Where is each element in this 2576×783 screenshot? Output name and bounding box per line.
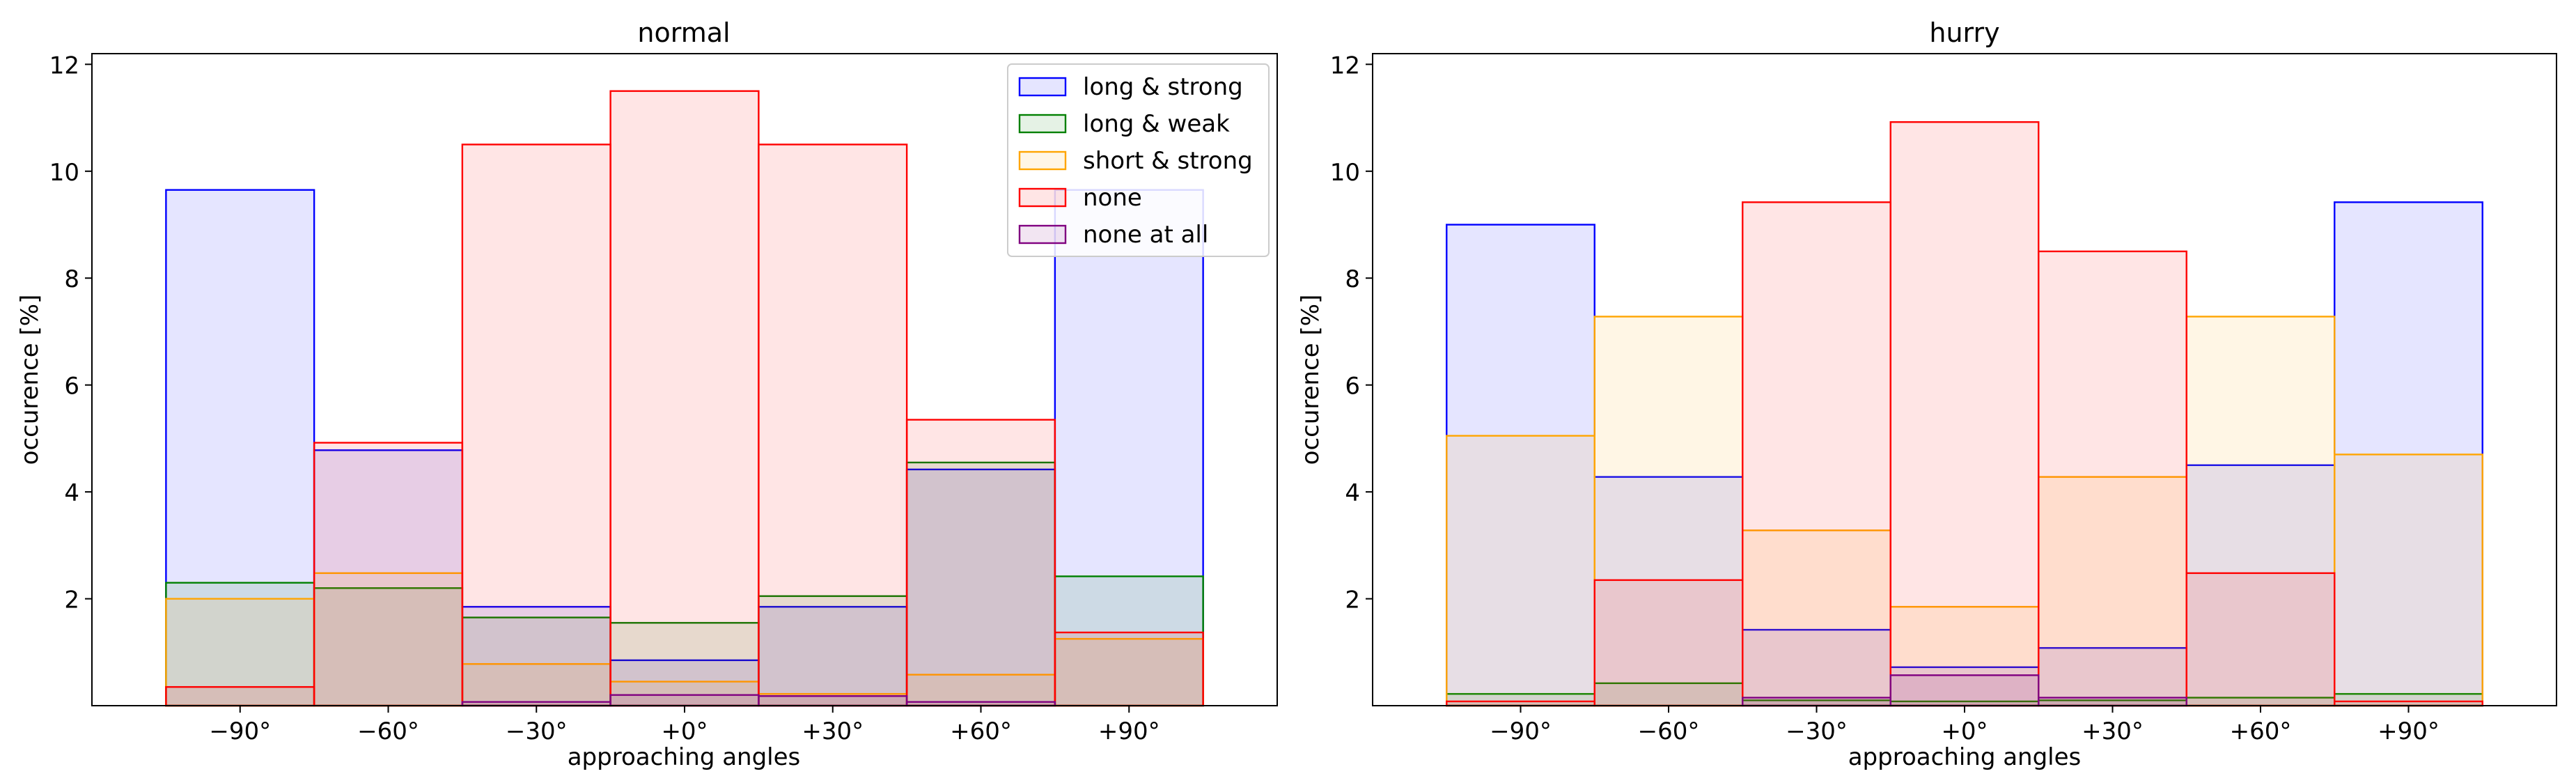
y-tick-label: 12 bbox=[1330, 52, 1360, 79]
x-tick-label: −90° bbox=[209, 718, 271, 745]
legend-label: none at all bbox=[1083, 221, 1208, 249]
x-tick-label: +90° bbox=[2378, 718, 2440, 745]
x-axis-ticks: −90° −60° −30° +0° +30° +60° +90° bbox=[209, 706, 1160, 745]
legend-swatch bbox=[1018, 77, 1067, 97]
chart-normal: normal 2 4 6 8 10 12 −90° −60° −30° +0° +30° +60° +… bbox=[16, 17, 1278, 771]
chart-hurry: hurry 2 4 6 8 10 12 −90° −60° −30° +0° +30° +60° +9… bbox=[1297, 17, 2557, 771]
chart-title: hurry bbox=[1929, 17, 1999, 48]
chart-title: normal bbox=[637, 17, 730, 48]
y-tick-label: 10 bbox=[1330, 159, 1360, 187]
y-tick-label: 12 bbox=[49, 52, 79, 79]
y-axis-ticks: 2 4 6 8 10 12 bbox=[49, 52, 92, 614]
x-tick-label: +60° bbox=[950, 718, 1012, 745]
x-tick-label: +60° bbox=[2230, 718, 2292, 745]
x-tick-label: −30° bbox=[506, 718, 568, 745]
y-tick-label: 4 bbox=[64, 479, 79, 507]
x-tick-label: +30° bbox=[2082, 718, 2144, 745]
x-tick-label: +30° bbox=[802, 718, 864, 745]
series-fill bbox=[166, 91, 1203, 706]
histogram-bars bbox=[165, 90, 1204, 707]
series-fill bbox=[166, 189, 1203, 706]
series-fill bbox=[1446, 122, 2483, 706]
legend-label: none bbox=[1083, 184, 1142, 212]
x-tick-label: −60° bbox=[1638, 718, 1700, 745]
y-tick-label: 6 bbox=[64, 373, 79, 401]
x-axis-label: approaching angles bbox=[568, 743, 801, 771]
legend-label: long & weak bbox=[1083, 110, 1230, 138]
histogram-bars bbox=[1446, 121, 2483, 707]
legend-label: long & strong bbox=[1083, 73, 1243, 101]
series-fill bbox=[166, 695, 1203, 706]
legend-swatch bbox=[1018, 114, 1067, 134]
series-fill bbox=[1446, 675, 2483, 706]
legend-label: short & strong bbox=[1083, 147, 1253, 175]
series-fill bbox=[1446, 316, 2483, 706]
x-tick-label: +0° bbox=[661, 718, 708, 745]
y-tick-label: 2 bbox=[64, 587, 79, 614]
legend-swatch bbox=[1018, 150, 1067, 171]
legend-swatch bbox=[1018, 224, 1067, 245]
series-none-at-all bbox=[166, 694, 1203, 707]
y-tick-label: 10 bbox=[49, 159, 79, 187]
y-tick-label: 6 bbox=[1345, 373, 1360, 401]
series-fill bbox=[166, 573, 1203, 706]
x-tick-label: −30° bbox=[1786, 718, 1848, 745]
legend-box bbox=[1007, 63, 1270, 257]
x-tick-label: −90° bbox=[1490, 718, 1552, 745]
series-fill bbox=[166, 462, 1203, 706]
y-tick-label: 8 bbox=[1345, 265, 1360, 293]
y-tick-label: 8 bbox=[64, 265, 79, 293]
y-tick-label: 4 bbox=[1345, 479, 1360, 507]
x-tick-label: +90° bbox=[1098, 718, 1160, 745]
x-tick-label: −60° bbox=[357, 718, 419, 745]
legend-swatch bbox=[1018, 187, 1067, 208]
series-fill bbox=[1446, 683, 2483, 706]
legend: long & strong long & weak short & strong no… bbox=[1007, 63, 1270, 257]
y-axis-label: occurence [%] bbox=[16, 295, 44, 465]
y-axis-ticks: 2 4 6 8 10 12 bbox=[1330, 52, 1373, 614]
x-axis-ticks: −90° −60° −30° +0° +30° +60° +90° bbox=[1490, 706, 2440, 745]
y-axis-label: occurence [%] bbox=[1297, 295, 1325, 465]
x-tick-label: +0° bbox=[1941, 718, 1988, 745]
x-axis-label: approaching angles bbox=[1848, 743, 2082, 771]
y-tick-label: 2 bbox=[1345, 587, 1360, 614]
